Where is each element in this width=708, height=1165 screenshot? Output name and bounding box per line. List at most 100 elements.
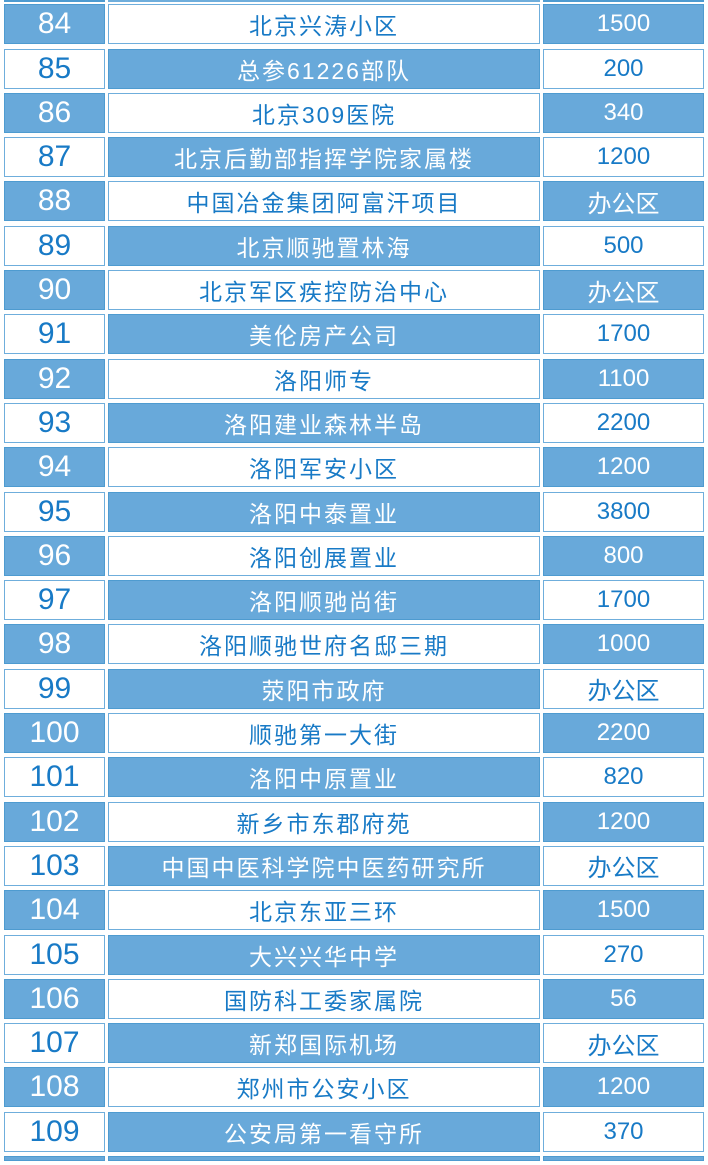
row-number-cell: 108 (4, 1067, 105, 1108)
table-row: 102 新乡市东郡府苑 1200 (4, 801, 704, 842)
row-value-cell: 340 (543, 92, 704, 133)
row-name-cell: 北京军区疾控防治中心 (108, 270, 540, 311)
table-row: 105 大兴兴华中学 270 (4, 934, 704, 975)
table-row: 95 洛阳中泰置业 3800 (4, 491, 704, 532)
row-name-cell: 中国中医科学院中医药研究所 (108, 845, 540, 886)
row-value-cell: 1100 (543, 358, 704, 399)
table-row: 86 北京309医院 340 (4, 92, 704, 133)
table-row: 91 美伦房产公司 1700 (4, 314, 704, 355)
table-row: 107 新郑国际机场 办公区 (4, 1023, 704, 1064)
row-number-cell: 97 (4, 580, 105, 621)
row-value-cell: 3800 (543, 491, 704, 532)
table-row: 99 荥阳市政府 办公区 (4, 668, 704, 709)
row-value-cell: 270 (543, 934, 704, 975)
row-value-cell: 办公区 (543, 270, 704, 311)
row-name-cell: 北京309医院 (108, 92, 540, 133)
row-name-cell: 洛阳顺驰尚街 (108, 580, 540, 621)
row-name-cell: 中国冶金集团阿富汗项目 (108, 181, 540, 222)
table-row: 103 中国中医科学院中医药研究所 办公区 (4, 845, 704, 886)
row-value-cell: 1500 (543, 4, 704, 45)
partial-cell (543, 1156, 704, 1162)
partial-next-row (4, 1156, 704, 1162)
row-value-cell: 1200 (543, 447, 704, 488)
row-number-cell: 105 (4, 934, 105, 975)
row-value-cell: 办公区 (543, 845, 704, 886)
row-number-cell: 92 (4, 358, 105, 399)
row-value-cell: 500 (543, 225, 704, 266)
row-number-cell: 86 (4, 92, 105, 133)
row-value-cell: 2200 (543, 402, 704, 443)
row-value-cell: 办公区 (543, 1023, 704, 1064)
row-number-cell: 90 (4, 270, 105, 311)
row-value-cell: 2200 (543, 713, 704, 754)
row-number-cell: 93 (4, 402, 105, 443)
table-row: 84 北京兴涛小区 1500 (4, 4, 704, 45)
table-row: 100 顺驰第一大街 2200 (4, 713, 704, 754)
row-number-cell: 101 (4, 757, 105, 798)
table-row: 108 郑州市公安小区 1200 (4, 1067, 704, 1108)
row-name-cell: 郑州市公安小区 (108, 1067, 540, 1108)
row-value-cell: 办公区 (543, 181, 704, 222)
row-value-cell: 370 (543, 1111, 704, 1152)
row-number-cell: 103 (4, 845, 105, 886)
row-value-cell: 1200 (543, 801, 704, 842)
row-value-cell: 56 (543, 978, 704, 1019)
table-row: 89 北京顺驰置林海 500 (4, 225, 704, 266)
row-name-cell: 洛阳创展置业 (108, 535, 540, 576)
table-row: 94 洛阳军安小区 1200 (4, 447, 704, 488)
row-name-cell: 洛阳师专 (108, 358, 540, 399)
partial-cell (4, 0, 105, 2)
row-name-cell: 公安局第一看守所 (108, 1111, 540, 1152)
row-name-cell: 洛阳中原置业 (108, 757, 540, 798)
row-number-cell: 102 (4, 801, 105, 842)
table-row: 87 北京后勤部指挥学院家属楼 1200 (4, 137, 704, 178)
table-row: 92 洛阳师专 1100 (4, 358, 704, 399)
row-number-cell: 107 (4, 1023, 105, 1064)
row-value-cell: 1000 (543, 624, 704, 665)
table-row: 96 洛阳创展置业 800 (4, 535, 704, 576)
table-row: 90 北京军区疾控防治中心 办公区 (4, 270, 704, 311)
partial-cell (4, 1156, 105, 1162)
row-number-cell: 100 (4, 713, 105, 754)
table-row: 101 洛阳中原置业 820 (4, 757, 704, 798)
row-name-cell: 总参61226部队 (108, 48, 540, 89)
row-number-cell: 88 (4, 181, 105, 222)
row-value-cell: 200 (543, 48, 704, 89)
row-name-cell: 美伦房产公司 (108, 314, 540, 355)
row-name-cell: 北京兴涛小区 (108, 4, 540, 45)
row-name-cell: 荥阳市政府 (108, 668, 540, 709)
row-number-cell: 85 (4, 48, 105, 89)
row-value-cell: 820 (543, 757, 704, 798)
row-value-cell: 800 (543, 535, 704, 576)
row-number-cell: 106 (4, 978, 105, 1019)
row-value-cell: 1200 (543, 137, 704, 178)
table-row: 97 洛阳顺驰尚街 1700 (4, 580, 704, 621)
row-number-cell: 104 (4, 890, 105, 931)
row-name-cell: 新郑国际机场 (108, 1023, 540, 1064)
table-row: 93 洛阳建业森林半岛 2200 (4, 402, 704, 443)
row-value-cell: 1500 (543, 890, 704, 931)
row-name-cell: 洛阳军安小区 (108, 447, 540, 488)
table-rows-container: 84 北京兴涛小区 1500 85 总参61226部队 200 86 北京309医院 340 87… (4, 4, 704, 1152)
row-name-cell: 北京顺驰置林海 (108, 225, 540, 266)
table-row: 85 总参61226部队 200 (4, 48, 704, 89)
row-number-cell: 87 (4, 137, 105, 178)
table-row: 88 中国冶金集团阿富汗项目 办公区 (4, 181, 704, 222)
row-number-cell: 95 (4, 491, 105, 532)
partial-cell (108, 0, 540, 2)
row-value-cell: 办公区 (543, 668, 704, 709)
row-number-cell: 94 (4, 447, 105, 488)
row-name-cell: 北京后勤部指挥学院家属楼 (108, 137, 540, 178)
row-number-cell: 96 (4, 535, 105, 576)
row-number-cell: 99 (4, 668, 105, 709)
row-number-cell: 84 (4, 4, 105, 45)
table-row: 104 北京东亚三环 1500 (4, 890, 704, 931)
row-value-cell: 1700 (543, 580, 704, 621)
partial-previous-row (4, 0, 704, 2)
row-name-cell: 顺驰第一大街 (108, 713, 540, 754)
row-name-cell: 北京东亚三环 (108, 890, 540, 931)
row-name-cell: 大兴兴华中学 (108, 934, 540, 975)
table-row: 106 国防科工委家属院 56 (4, 978, 704, 1019)
row-number-cell: 91 (4, 314, 105, 355)
